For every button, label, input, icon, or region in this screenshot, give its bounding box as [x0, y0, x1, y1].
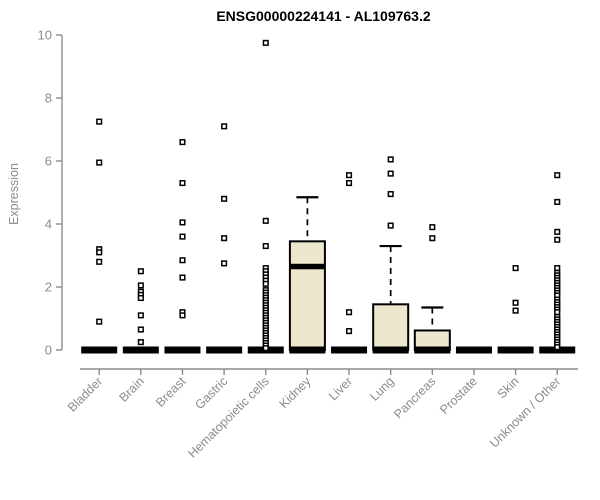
outlier-point	[137, 312, 144, 319]
outlier-point	[179, 219, 186, 226]
category-label: Brain	[116, 374, 147, 405]
outlier-point	[554, 309, 561, 316]
category-label: Unknown / Other	[487, 374, 563, 450]
outlier-point	[179, 274, 186, 281]
zero-bar	[331, 346, 368, 354]
y-tick-label: 10	[38, 28, 52, 43]
outlier-point	[262, 345, 269, 352]
outlier-point	[512, 299, 519, 306]
outlier-point	[137, 326, 144, 333]
y-tick-label: 4	[45, 217, 52, 232]
outlier-point	[554, 344, 561, 351]
outlier-point	[554, 236, 561, 243]
outlier-point	[137, 294, 144, 302]
y-tick-label: 0	[45, 343, 52, 358]
outlier-point	[262, 217, 269, 224]
category-label: Hematopoietic cells	[185, 374, 272, 461]
outlier-point	[345, 328, 353, 335]
zero-bar	[497, 346, 534, 354]
category-label: Liver	[326, 374, 355, 403]
outlier-point	[221, 123, 228, 130]
outlier-point	[387, 222, 394, 229]
zero-bar	[164, 346, 201, 354]
y-tick-label: 8	[45, 91, 52, 106]
zero-bar	[455, 346, 492, 354]
category-label: Kidney	[277, 374, 314, 411]
outlier-point	[387, 156, 394, 163]
outlier-point	[137, 282, 144, 289]
outlier-point	[96, 249, 103, 256]
y-tick-label: 2	[45, 280, 52, 295]
outlier-point	[221, 195, 228, 202]
category-label: Skin	[495, 374, 522, 401]
zero-bar	[206, 346, 243, 354]
outlier-point	[179, 257, 186, 264]
outlier-point	[96, 118, 103, 125]
outlier-point	[179, 233, 186, 240]
category-label: Pancreas	[391, 374, 438, 421]
zero-bar	[414, 346, 451, 354]
outlier-point	[345, 180, 353, 187]
outlier-point	[262, 39, 269, 46]
zero-bar	[122, 346, 159, 354]
outlier-point	[345, 172, 353, 179]
outlier-point	[512, 307, 519, 314]
outlier-point	[262, 243, 269, 250]
y-tick-label: 6	[45, 154, 52, 169]
category-label: Breast	[153, 374, 189, 410]
category-label: Lung	[367, 374, 397, 404]
outlier-point	[554, 172, 561, 179]
category-label: Bladder	[65, 374, 105, 414]
outlier-point	[512, 265, 519, 272]
outlier-point	[137, 339, 144, 346]
category-label: Prostate	[437, 374, 480, 417]
outlier-point	[387, 191, 394, 198]
median-line	[289, 263, 325, 270]
zero-bar	[289, 346, 326, 354]
outlier-point	[345, 309, 353, 316]
outlier-point	[96, 159, 103, 166]
zero-bar	[372, 346, 409, 354]
outlier-point	[96, 258, 103, 265]
outlier-point	[262, 280, 269, 287]
outlier-point	[554, 228, 561, 235]
outlier-point	[179, 312, 186, 319]
outlier-point	[179, 139, 186, 146]
box	[288, 240, 326, 351]
outlier-point	[179, 180, 186, 187]
outlier-point	[554, 198, 561, 205]
box	[372, 303, 410, 352]
chart-title: ENSG00000224141 - AL109763.2	[216, 8, 431, 24]
outlier-point	[221, 260, 228, 267]
outlier-point	[554, 265, 561, 272]
outlier-point	[221, 235, 228, 242]
outlier-point	[96, 318, 103, 325]
category-label: Gastric	[192, 374, 230, 412]
outlier-point	[137, 268, 144, 275]
outlier-point	[387, 170, 394, 177]
outlier-point	[429, 235, 436, 242]
zero-bar	[81, 346, 118, 354]
outlier-point	[429, 224, 436, 231]
